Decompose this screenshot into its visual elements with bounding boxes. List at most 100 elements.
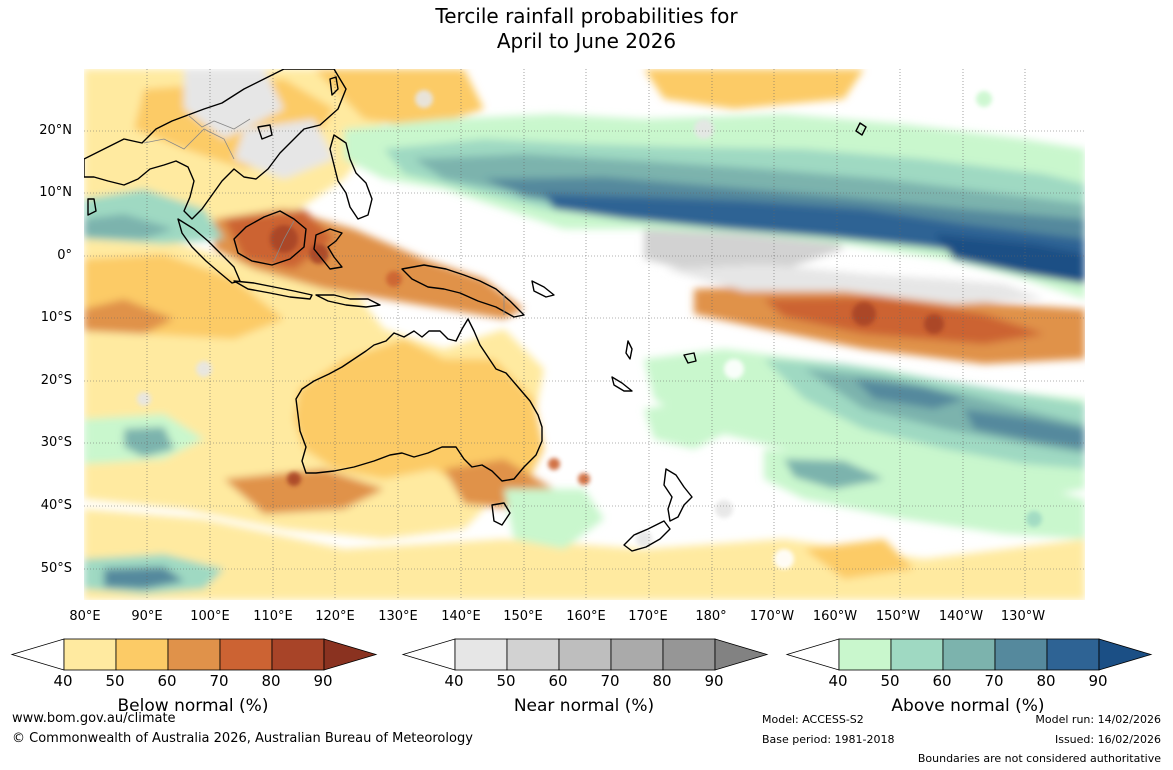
lesser-sunda-coastline [315, 294, 381, 308]
lon-label-110e: 110°E [253, 609, 293, 624]
below-tick-70: 70 [209, 672, 229, 690]
lon-label-160w: 160°W [812, 609, 858, 624]
copyright-text: © Commonwealth of Australia 2026, Austra… [12, 731, 473, 746]
below-colorbar-segment [167, 638, 221, 671]
near-tick-80: 80 [652, 672, 672, 690]
below-tick-90: 90 [313, 672, 333, 690]
above-tick-50: 50 [880, 672, 900, 690]
lon-label-170e: 170°E [628, 609, 668, 624]
lon-label-80e: 80°E [69, 609, 101, 624]
colorbar-above [785, 638, 1153, 671]
below-tick-80: 80 [261, 672, 281, 690]
country-borders [143, 114, 505, 315]
below-colorbar-segment [63, 638, 117, 671]
hawaii-coastline [855, 122, 867, 136]
near-colorbar-under [401, 638, 456, 671]
sri-lanka-coastline [87, 198, 97, 216]
new-zealand-north-coastline [663, 468, 693, 522]
map-title-line1: Tercile rainfall probabilities for [435, 4, 738, 28]
coastlines [84, 69, 867, 552]
lon-label-150e: 150°E [503, 609, 543, 624]
lat-label-20s: 20°S [40, 373, 72, 388]
hainan-coastline [257, 124, 273, 140]
near-colorbar-segment [610, 638, 664, 671]
java-coastline [233, 280, 313, 300]
probability-map-canvas [84, 69, 1085, 600]
lon-label-160e: 160°E [566, 609, 606, 624]
map-title: Tercile rainfall probabilities for April… [0, 4, 1173, 54]
above-colorbar-segment [942, 638, 996, 671]
near-colorbar-over [714, 638, 769, 671]
lat-label-equator: 0° [57, 248, 72, 263]
lon-label-140w: 140°W [938, 609, 984, 624]
above-tick-70: 70 [984, 672, 1004, 690]
above-tick-80: 80 [1036, 672, 1056, 690]
new-caledonia-coastline [611, 376, 633, 392]
probability-field-detail [137, 90, 1042, 576]
near-normal-label: Near normal (%) [513, 696, 655, 716]
lat-label-30s: 30°S [40, 435, 72, 450]
model-text: Model: ACCESS-S2 [762, 713, 864, 726]
below-tick-60: 60 [157, 672, 177, 690]
borneo-coastline [233, 210, 307, 266]
colorbar-near [401, 638, 769, 671]
below-tick-50: 50 [105, 672, 125, 690]
below-normal-label: Below normal (%) [117, 696, 269, 716]
lat-label-50s: 50°S [40, 561, 72, 576]
below-colorbar-under [10, 638, 65, 671]
probability-map [84, 69, 1085, 600]
below-colorbar-segment [115, 638, 169, 671]
lon-label-150w: 150°W [875, 609, 921, 624]
website-link[interactable]: www.bom.gov.au/climate [12, 711, 176, 726]
below-colorbar-over [323, 638, 378, 671]
near-colorbar-segment [558, 638, 612, 671]
graticule [84, 69, 1085, 600]
new-guinea-coastline [401, 264, 525, 318]
lon-label-120e: 120°E [315, 609, 355, 624]
below-tick-40: 40 [53, 672, 73, 690]
near-colorbar-segment [454, 638, 508, 671]
australia-coastline [295, 318, 543, 482]
map-title-line2: April to June 2026 [496, 29, 677, 53]
near-tick-60: 60 [548, 672, 568, 690]
above-colorbar-over [1098, 638, 1153, 671]
above-colorbar-segment [994, 638, 1048, 671]
lon-label-100e: 100°E [190, 609, 230, 624]
above-tick-60: 60 [932, 672, 952, 690]
near-tick-90: 90 [704, 672, 724, 690]
near-colorbar-segment [506, 638, 560, 671]
probability-field [84, 69, 1085, 600]
above-tick-40: 40 [828, 672, 848, 690]
lat-label-10s: 10°S [40, 310, 72, 325]
colorbar-below [10, 638, 378, 671]
lon-label-90e: 90°E [131, 609, 163, 624]
near-tick-40: 40 [444, 672, 464, 690]
disclaimer-text: Boundaries are not considered authoritat… [917, 752, 1161, 765]
lon-label-130w: 130°W [1000, 609, 1046, 624]
lon-label-130e: 130°E [378, 609, 418, 624]
lat-label-10n: 10°N [39, 185, 72, 200]
below-colorbar-segment [219, 638, 273, 671]
near-colorbar-segment [662, 638, 716, 671]
below-colorbar-segment [271, 638, 325, 671]
lon-label-140e: 140°E [441, 609, 481, 624]
legend-colorbars [10, 638, 1153, 671]
above-normal-label: Above normal (%) [891, 696, 1045, 716]
lat-label-40s: 40°S [40, 498, 72, 513]
vanuatu-coastline [625, 340, 633, 360]
lon-label-180: 180° [695, 609, 727, 624]
lon-label-170w: 170°W [749, 609, 795, 624]
southeast-asia-coastline [84, 69, 347, 220]
near-tick-70: 70 [600, 672, 620, 690]
above-colorbar-segment [1046, 638, 1100, 671]
base-period-text: Base period: 1981-2018 [762, 733, 895, 746]
above-tick-90: 90 [1088, 672, 1108, 690]
taiwan-coastline [329, 76, 339, 96]
model-run-text: Model run: 14/02/2026 [1035, 713, 1161, 726]
sulawesi-coastline [313, 228, 343, 270]
new-zealand-south-coastline [623, 520, 671, 552]
philippines-coastline [329, 134, 373, 220]
above-colorbar-segment [838, 638, 892, 671]
lat-label-20n: 20°N [39, 123, 72, 138]
solomon-islands-coastline [531, 280, 555, 298]
